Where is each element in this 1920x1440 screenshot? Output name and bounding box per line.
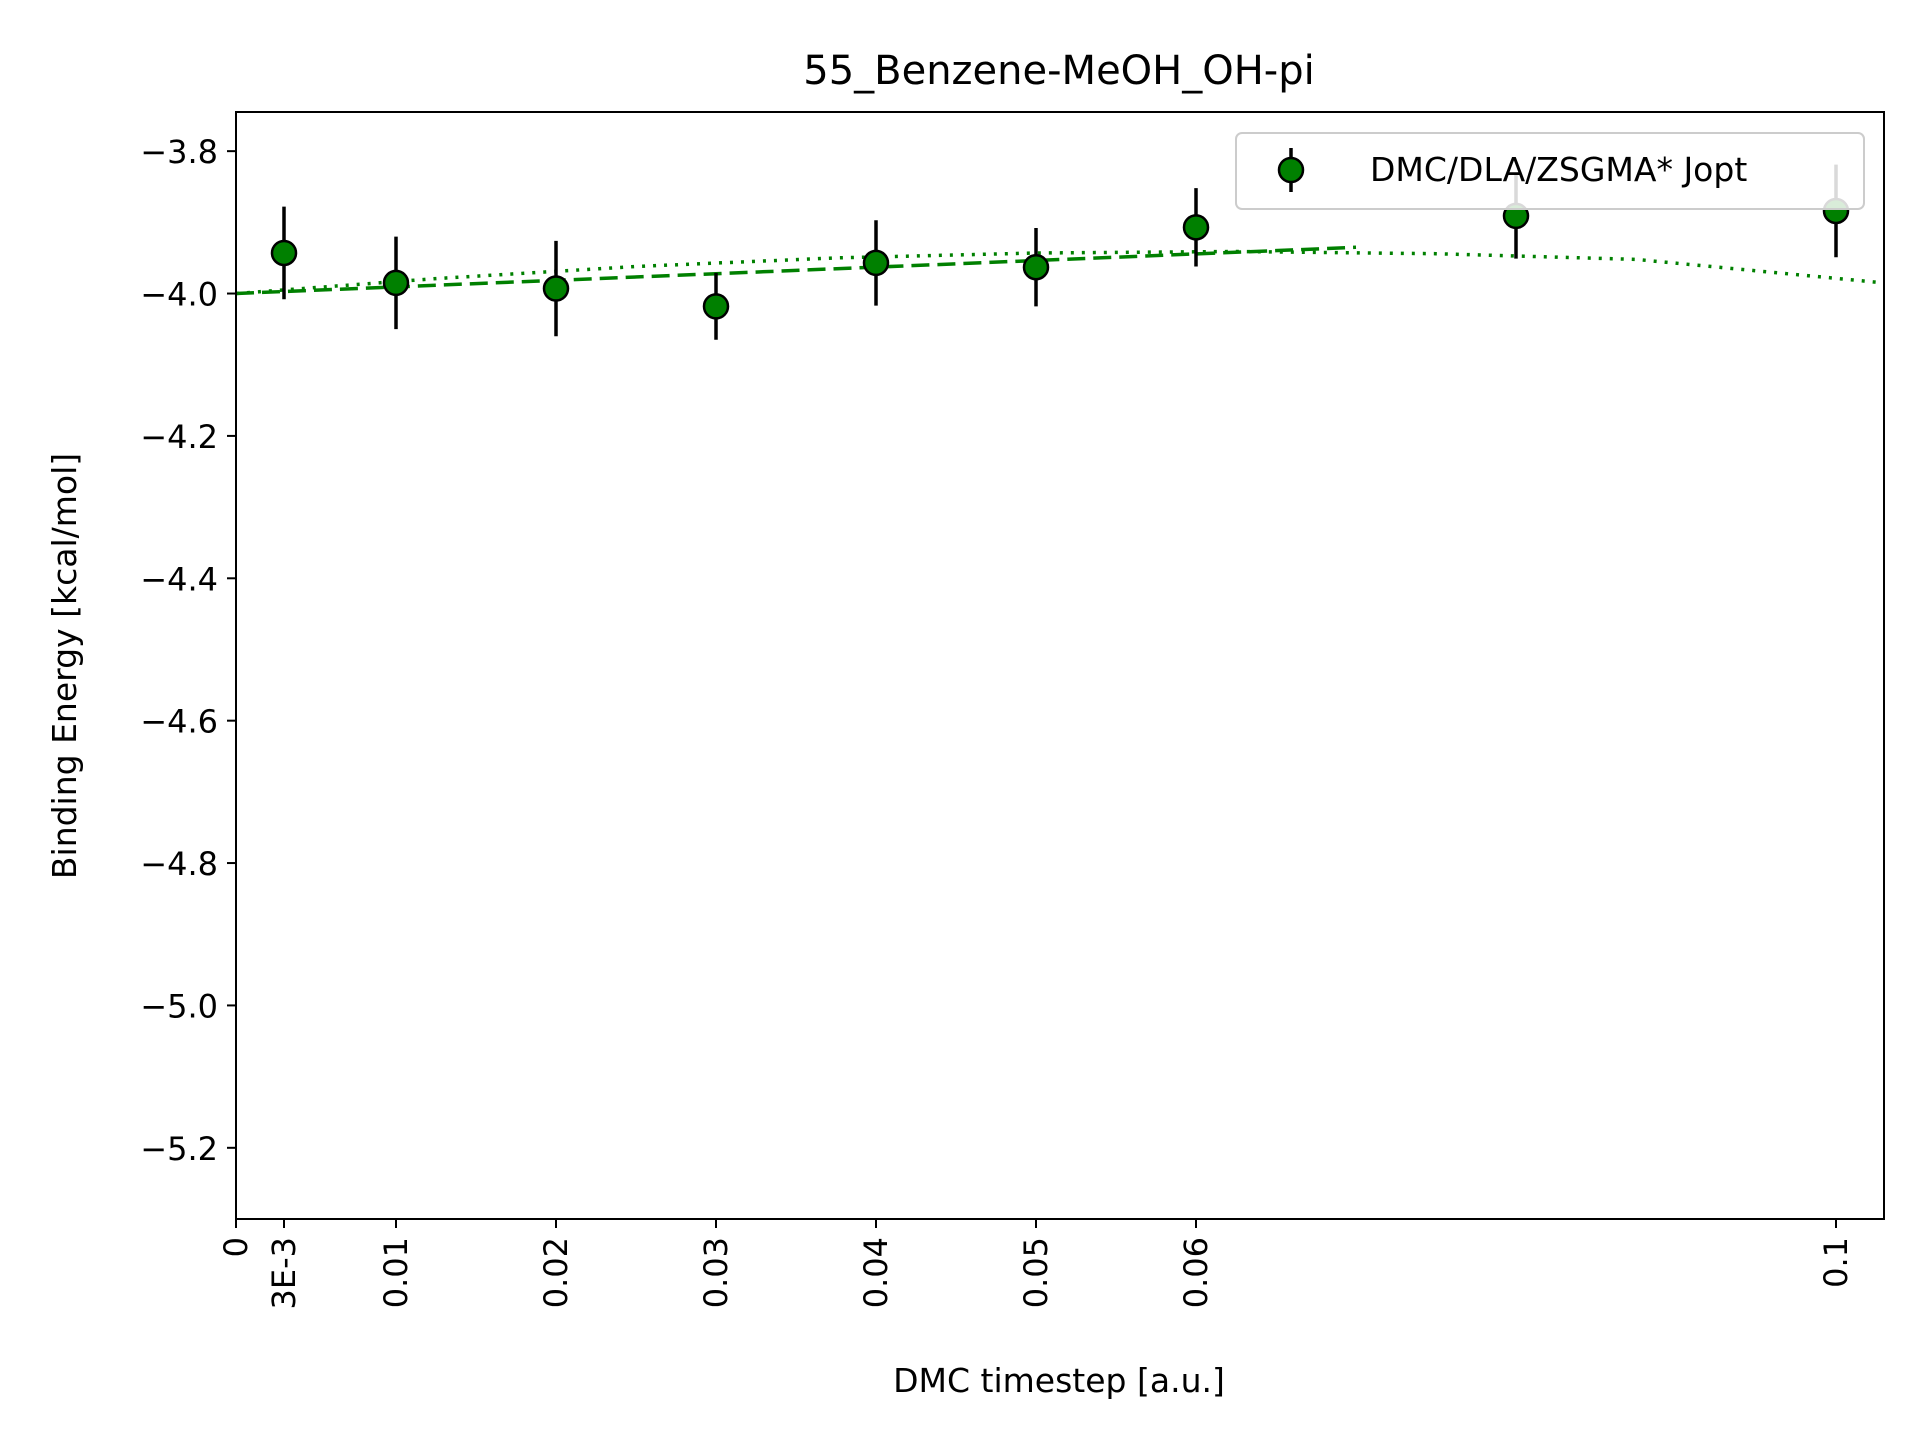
- legend: DMC/DLA/ZSGMA* Jopt: [1235, 132, 1865, 210]
- fit-line-dashed: [235, 245, 1357, 296]
- chart-title: 55_Benzene-MeOH_OH-pi: [803, 48, 1314, 94]
- y-tick-label: −4.6: [140, 703, 218, 741]
- fit-line-dotted: [235, 249, 1885, 296]
- y-axis-label: Binding Energy [kcal/mol]: [45, 453, 84, 879]
- data-point: [542, 275, 570, 302]
- y-tick-label: −3.8: [140, 133, 218, 171]
- x-tick-label: 0.06: [1177, 1237, 1215, 1308]
- data-point: [270, 239, 298, 267]
- data-point: [382, 269, 410, 297]
- data-point: [862, 249, 890, 277]
- x-tick-label: 0.03: [697, 1237, 735, 1308]
- x-tick-label: 0.01: [377, 1237, 415, 1308]
- plot-frame: [235, 111, 1885, 1220]
- legend-label: DMC/DLA/ZSGMA* Jopt: [1370, 150, 1747, 189]
- data-point: [1022, 253, 1050, 281]
- y-tick-label: −4.4: [140, 560, 218, 598]
- y-tick-label: −5.2: [140, 1130, 218, 1168]
- x-tick-label: 0.1: [1817, 1237, 1855, 1288]
- data-point: [1182, 214, 1210, 241]
- x-tick-label: 0.04: [857, 1237, 895, 1308]
- y-tick-label: −4.0: [140, 276, 218, 314]
- x-tick-label: 0.02: [537, 1237, 575, 1308]
- legend-marker: [1277, 156, 1305, 184]
- x-tick-label: 3E-3: [265, 1237, 303, 1309]
- x-tick-label: 0.05: [1017, 1237, 1055, 1308]
- data-point: [702, 293, 730, 320]
- legend-box: [1235, 132, 1865, 210]
- x-axis-label: DMC timestep [a.u.]: [893, 1361, 1225, 1400]
- y-tick-label: −5.0: [140, 987, 218, 1025]
- x-tick-label: 0: [217, 1237, 255, 1257]
- plot-area: −3.8 −4.0 −4.2 −4.4 −4.6 −4.8 −5.0 −5.2 0 3E-3 0.0…: [140, 133, 1885, 1309]
- y-tick-label: −4.8: [140, 845, 218, 883]
- y-tick-label: −4.2: [140, 418, 218, 456]
